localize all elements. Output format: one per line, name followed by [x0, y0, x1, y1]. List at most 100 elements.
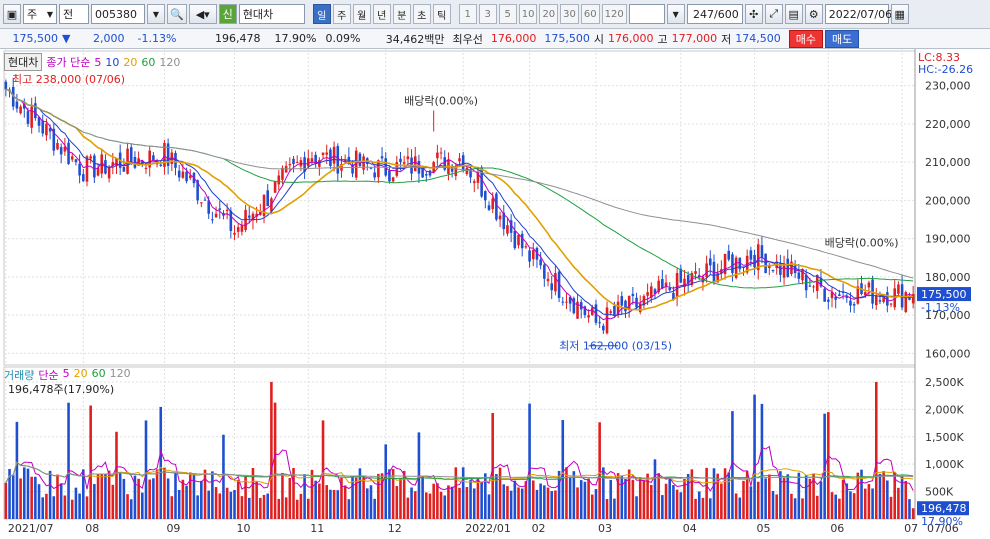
- volume-bar: [590, 494, 594, 519]
- volume-bar: [137, 478, 140, 519]
- candle-body: [576, 301, 579, 319]
- candle-body: [200, 202, 203, 204]
- code-dropdown-icon[interactable]: ▼: [147, 4, 165, 24]
- volume-bar: [318, 483, 321, 519]
- candle-body: [96, 167, 100, 176]
- minute-10[interactable]: 10: [518, 4, 538, 24]
- candle-body: [82, 174, 85, 182]
- buy-button[interactable]: 매수: [788, 29, 823, 48]
- volume-bar: [893, 472, 897, 519]
- trade-amount: 34,462백만: [385, 32, 445, 46]
- candle-body: [170, 152, 174, 164]
- candle-body: [749, 250, 753, 260]
- candle-body: [716, 273, 719, 283]
- minute-3[interactable]: 3: [478, 4, 497, 24]
- candle-body: [262, 194, 266, 217]
- market-select[interactable]: 주 ▼: [23, 4, 57, 24]
- candle-body: [476, 171, 480, 183]
- volume-bar: [838, 498, 841, 519]
- candle-body: [760, 245, 764, 258]
- volume-bar: [34, 476, 37, 519]
- period-day[interactable]: 일: [312, 4, 331, 24]
- draw-tool-icon[interactable]: ⤢: [764, 4, 783, 24]
- volume-bar: [631, 479, 635, 519]
- search-icon[interactable]: 🔍: [167, 4, 187, 24]
- period-year[interactable]: 년: [372, 4, 391, 24]
- volume-bar: [911, 508, 915, 519]
- custom-period-dropdown-icon[interactable]: ▼: [666, 4, 685, 24]
- candle-body: [277, 175, 281, 185]
- minute-120[interactable]: 120: [601, 4, 627, 24]
- candle-body: [22, 104, 26, 109]
- scope-select[interactable]: 전: [59, 4, 89, 24]
- minute-1[interactable]: 1: [458, 4, 477, 24]
- sell-button[interactable]: 매도: [824, 29, 860, 48]
- ma-label: 종가 단순: [46, 56, 91, 69]
- minute-20[interactable]: 20: [539, 4, 559, 24]
- price-tick-label: 160,000: [925, 347, 971, 360]
- date-field[interactable]: 2022/07/06: [824, 4, 892, 24]
- volume-bar: [657, 473, 660, 519]
- volume-bar: [723, 468, 727, 519]
- volume-bar: [661, 495, 664, 519]
- volume-bar: [472, 488, 476, 519]
- minute-30[interactable]: 30: [560, 4, 579, 24]
- candle-body: [229, 210, 233, 231]
- volume-bar: [686, 473, 690, 519]
- volume-bar: [148, 479, 151, 519]
- period-minute[interactable]: 분: [392, 4, 411, 24]
- candle-body: [849, 300, 852, 306]
- candle-body: [395, 162, 399, 176]
- period-week[interactable]: 주: [332, 4, 351, 24]
- volume-bar: [181, 479, 185, 519]
- volume-bar: [557, 470, 561, 519]
- custom-period-input[interactable]: [628, 4, 665, 24]
- layout-icon[interactable]: ▣: [3, 4, 21, 24]
- volume-bar: [760, 403, 764, 519]
- volume-bar: [517, 487, 520, 519]
- time-tick-label: 2022/01: [465, 522, 511, 535]
- volume-bar: [52, 496, 56, 519]
- candle-body: [531, 250, 535, 260]
- minute-60[interactable]: 60: [580, 4, 600, 24]
- count-field[interactable]: 247/600: [686, 4, 743, 24]
- crosshair-icon[interactable]: ✣: [744, 4, 763, 24]
- stock-tag[interactable]: 현대차: [4, 53, 43, 71]
- volume-bar: [779, 471, 782, 519]
- volume-bar: [377, 473, 380, 519]
- best-bid: 175,500: [544, 32, 590, 45]
- sound-icon[interactable]: ◀▾: [188, 4, 217, 24]
- candle-body: [675, 273, 679, 298]
- calendar-icon[interactable]: ▦: [890, 4, 909, 24]
- volume-bar: [37, 484, 41, 519]
- volume-bar: [727, 472, 731, 519]
- stock-name-field[interactable]: 현대차: [238, 4, 305, 24]
- gear-icon[interactable]: ⚙: [804, 4, 823, 24]
- price-change: 2,000: [92, 32, 125, 45]
- candle-body: [543, 264, 546, 279]
- print-icon[interactable]: ▤: [784, 4, 803, 24]
- volume-bar: [362, 476, 365, 519]
- volume-bar: [827, 412, 830, 519]
- volume-bar: [764, 478, 767, 519]
- period-month[interactable]: 월: [352, 4, 371, 24]
- period-tick[interactable]: 틱: [432, 4, 451, 24]
- candle-body: [325, 152, 329, 155]
- volume-bar: [616, 473, 620, 519]
- volume-bar: [897, 487, 900, 519]
- candle-body: [638, 303, 642, 313]
- candle-body: [163, 142, 166, 167]
- candle-body: [613, 305, 616, 316]
- volume-bar: [410, 487, 413, 519]
- candle-body: [67, 142, 70, 165]
- stock-chart[interactable]: 230,000 220,000 210,000 200,000 190,000 180,0…: [0, 49, 990, 539]
- minute-5[interactable]: 5: [498, 4, 517, 24]
- volume-bar: [720, 483, 723, 519]
- candle-body: [240, 225, 244, 232]
- code-input[interactable]: 005380: [91, 4, 145, 24]
- toolbar: ▣ 주 ▼ 전 005380 ▼ 🔍 ◀▾ 신 현대차 일 주 월 년 분 초 틱…: [0, 0, 990, 29]
- period-second[interactable]: 초: [412, 4, 431, 24]
- candle-body: [273, 181, 277, 193]
- candle-body: [74, 159, 78, 163]
- candle-body: [668, 288, 672, 291]
